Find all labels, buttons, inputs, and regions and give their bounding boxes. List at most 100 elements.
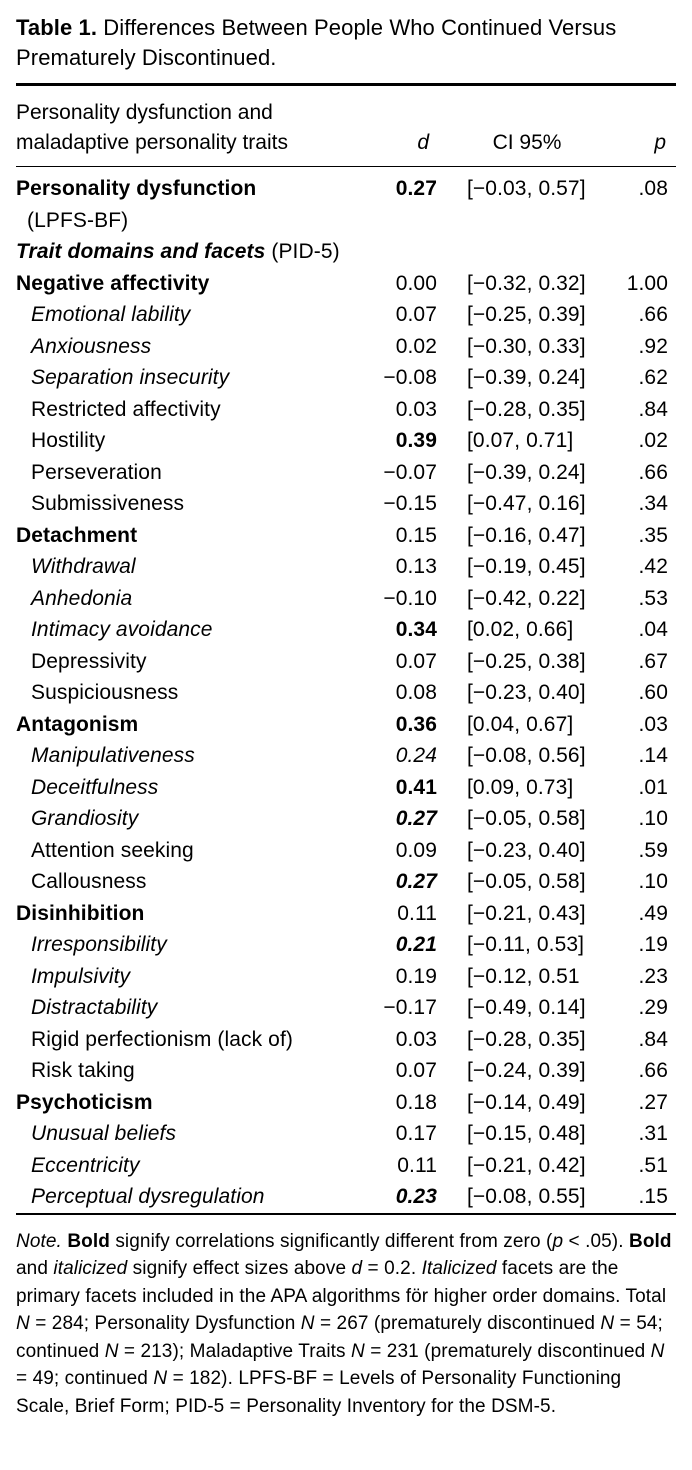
d-value-cell: −0.17 bbox=[383, 996, 437, 1019]
row-label-cell: Emotional lability bbox=[16, 299, 346, 331]
ci-value-cell: [0.09, 0.73] bbox=[467, 775, 574, 799]
text-segment: = 54; continued bbox=[16, 1313, 663, 1362]
p-value-cell: .66 bbox=[638, 303, 668, 326]
text-segment: Detachment bbox=[16, 523, 138, 547]
p-value-cell: .01 bbox=[638, 775, 668, 799]
row-label-cell: Submissiveness bbox=[16, 488, 346, 520]
text-segment: Intimacy avoidance bbox=[31, 618, 213, 641]
text-segment: Table 1. bbox=[16, 15, 98, 40]
row-label-cell: Detachment bbox=[16, 520, 346, 552]
table-row: Rigid perfectionism (lack of) 0.03 [−0.28,… bbox=[16, 1024, 676, 1056]
table-row: Separation insecurity −0.08 [−0.39, 0.24].… bbox=[16, 362, 676, 394]
p-value-cell: .67 bbox=[638, 649, 668, 673]
p-value-cell: .60 bbox=[638, 681, 668, 704]
ci-value-cell: [−0.39, 0.24] bbox=[467, 460, 586, 484]
p-value-cell: .34 bbox=[638, 492, 668, 515]
ci-value-cell: [0.04, 0.67] bbox=[467, 712, 574, 736]
ci-value-cell: [−0.14, 0.49] bbox=[467, 1090, 586, 1114]
ci-value-cell: [−0.23, 0.40] bbox=[467, 681, 586, 704]
d-value-cell: −0.10 bbox=[383, 586, 437, 610]
p-value-cell: .35 bbox=[638, 523, 668, 547]
row-label-cell: Antagonism bbox=[16, 709, 346, 741]
text-segment: Depressivity bbox=[31, 649, 147, 673]
text-segment: N bbox=[351, 1340, 365, 1362]
table-row: Risk taking 0.07 [−0.24, 0.39] .66 bbox=[16, 1055, 676, 1087]
row-label-cell: Trait domains and facets (PID-5) bbox=[16, 236, 346, 268]
p-value-cell: .08 bbox=[638, 177, 668, 200]
text-segment: N bbox=[300, 1313, 315, 1334]
row-label-cell: Anxiousness bbox=[16, 331, 346, 363]
text-segment: Submissiveness bbox=[31, 492, 185, 515]
header-label-column: Personality dysfunction and maladaptive … bbox=[16, 84, 346, 167]
text-segment: Trait domains and facets bbox=[16, 240, 266, 263]
p-value-cell: .10 bbox=[638, 870, 668, 893]
text-segment: Antagonism bbox=[16, 712, 139, 736]
text-segment: d bbox=[351, 1258, 363, 1279]
header-d-column: d bbox=[346, 84, 437, 167]
table-row: Attention seeking 0.09 [−0.23, 0.40] .59 bbox=[16, 835, 676, 867]
row-label-cell: Impulsivity bbox=[16, 961, 346, 993]
table-row: Emotional lability 0.07 [−0.25, 0.39] .66 bbox=[16, 299, 676, 331]
stats-table: Personality dysfunction and maladaptive … bbox=[16, 83, 676, 1215]
d-value-cell: 0.36 bbox=[395, 712, 437, 736]
text-segment: Emotional lability bbox=[31, 303, 191, 326]
text-segment: = 284; Personality Dysfunction bbox=[29, 1313, 301, 1334]
row-label-cell: Irresponsibility bbox=[16, 929, 346, 961]
text-segment: Bold bbox=[67, 1230, 110, 1252]
d-value-cell: 0.24 bbox=[395, 744, 437, 767]
table-row: Deceitfulness 0.41 [0.09, 0.73] .01 bbox=[16, 772, 676, 804]
text-segment: Psychoticism bbox=[16, 1090, 153, 1114]
text-segment: Deceitfulness bbox=[31, 775, 159, 799]
row-label-cell: Separation insecurity bbox=[16, 362, 346, 394]
p-value-cell bbox=[617, 236, 676, 268]
ci-value-cell: [0.07, 0.71] bbox=[467, 429, 574, 452]
text-segment: = 49; continued bbox=[16, 1368, 154, 1389]
ci-value-cell: [−0.28, 0.35] bbox=[467, 397, 586, 421]
d-value-cell: 0.11 bbox=[397, 901, 437, 925]
row-label-cell: Restricted affectivity bbox=[16, 394, 346, 426]
text-segment: Note. bbox=[16, 1230, 62, 1252]
d-value-cell: 0.17 bbox=[395, 1122, 437, 1145]
table-row: Negative affectivity 0.00 [−0.32, 0.32] 1.0… bbox=[16, 268, 676, 300]
text-segment: = 267 (prematurely discontinued bbox=[314, 1313, 601, 1334]
text-segment: Restricted affectivity bbox=[31, 397, 221, 421]
d-value-cell: 0.27 bbox=[395, 177, 437, 200]
text-segment: Differences Between People Who Continued… bbox=[16, 15, 617, 70]
table-row: Distractability −0.17 [−0.49, 0.14] .29 bbox=[16, 992, 676, 1024]
header-label-line1: Personality dysfunction and bbox=[16, 101, 273, 124]
table-row: Detachment 0.15 [−0.16, 0.47] .35 bbox=[16, 520, 676, 552]
text-segment: Manipulativeness bbox=[31, 744, 195, 767]
row-label-cell: Attention seeking bbox=[16, 835, 346, 867]
ci-value-cell: [−0.08, 0.55] bbox=[467, 1185, 586, 1208]
p-value-cell: .10 bbox=[638, 807, 668, 830]
p-value-cell: .92 bbox=[638, 334, 668, 358]
text-segment: N bbox=[600, 1313, 615, 1334]
row-label-cell: Anhedonia bbox=[16, 583, 346, 615]
p-value-cell: .42 bbox=[638, 555, 668, 578]
text-segment: Attention seeking bbox=[31, 838, 194, 862]
p-value-cell: .15 bbox=[638, 1185, 668, 1208]
row-label-cell: Withdrawal bbox=[16, 551, 346, 583]
ci-value-cell: [−0.42, 0.22] bbox=[467, 586, 586, 610]
text-segment: Rigid perfectionism (lack of) bbox=[31, 1027, 293, 1051]
p-value-cell: .53 bbox=[638, 586, 668, 610]
text-segment: Callousness bbox=[31, 870, 147, 893]
header-label-line2: maladaptive personality traits bbox=[16, 131, 288, 154]
d-value-cell bbox=[346, 236, 437, 268]
table-row: Anxiousness 0.02 [−0.30, 0.33] .92 bbox=[16, 331, 676, 363]
table-row: Suspiciousness 0.08 [−0.23, 0.40] .60 bbox=[16, 677, 676, 709]
header-ci-column: CI 95% bbox=[437, 84, 617, 167]
ci-value-cell: [−0.15, 0.48] bbox=[467, 1122, 586, 1145]
d-value-cell: −0.07 bbox=[383, 460, 437, 484]
row-label-cell: Negative affectivity bbox=[16, 268, 346, 300]
d-value-cell: −0.08 bbox=[383, 366, 437, 389]
text-segment: Bold bbox=[629, 1230, 672, 1252]
d-value-cell: 0.15 bbox=[395, 523, 437, 547]
row-label-cell: Personality dysfunction (LPFS-BF) bbox=[16, 167, 346, 237]
p-value-cell: .19 bbox=[638, 933, 668, 956]
ci-value-cell: [−0.08, 0.56] bbox=[467, 744, 586, 767]
text-segment: Unusual beliefs bbox=[31, 1122, 177, 1145]
ci-value-cell: [−0.25, 0.39] bbox=[467, 303, 586, 326]
ci-value-cell: [−0.30, 0.33] bbox=[467, 334, 586, 358]
d-value-cell: −0.15 bbox=[383, 492, 437, 515]
